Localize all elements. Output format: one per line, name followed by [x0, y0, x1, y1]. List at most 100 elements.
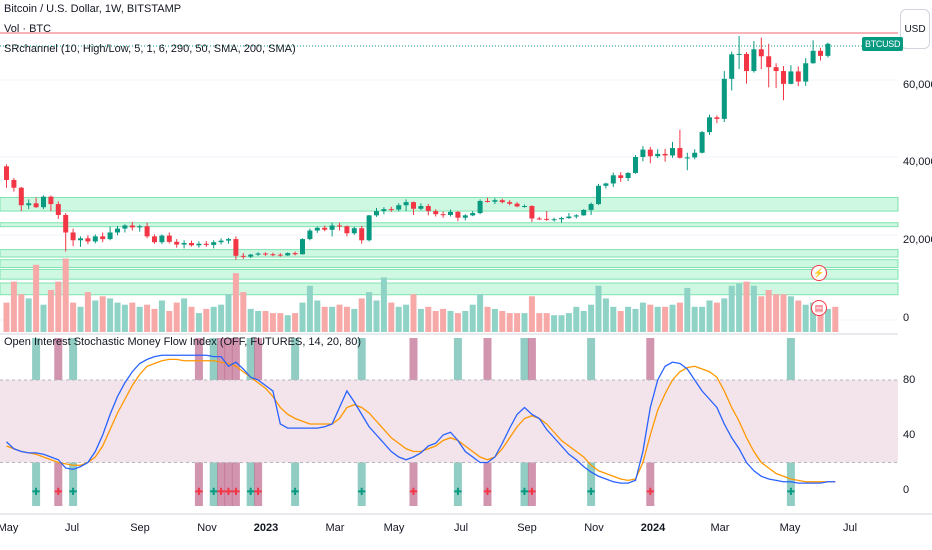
- candle-body: [63, 214, 69, 233]
- volume-bar: [676, 302, 683, 332]
- volume-bar: [565, 313, 572, 332]
- volume-bar: [3, 302, 10, 332]
- candle-body: [766, 56, 772, 68]
- volume-bar: [417, 308, 424, 332]
- flag-icon[interactable]: ▤: [811, 300, 827, 316]
- volume-bar: [721, 298, 728, 332]
- volume-bar: [403, 304, 410, 332]
- volume-bar: [70, 302, 77, 332]
- candle-body: [455, 211, 461, 218]
- volume-bar: [188, 306, 195, 332]
- candle-body: [744, 53, 749, 72]
- signal-marker: ✚: [358, 487, 366, 498]
- time-tick: 2023: [253, 522, 279, 534]
- signal-marker: ✚: [291, 487, 299, 498]
- oscillator-legend[interactable]: Open Interest Stochastic Money Flow Inde…: [4, 336, 362, 348]
- volume-bar: [795, 300, 802, 332]
- volume-bar: [543, 313, 550, 332]
- volume-bar: [773, 294, 780, 332]
- candle-body: [440, 214, 446, 216]
- time-tick: Sep: [130, 522, 150, 534]
- volume-bar: [684, 287, 691, 332]
- candle-body: [152, 236, 157, 243]
- volume-bar: [210, 306, 217, 332]
- volume-bar: [447, 311, 454, 332]
- candle-body: [115, 228, 120, 233]
- volume-bar: [440, 308, 447, 332]
- candle-body: [795, 71, 801, 82]
- candle-body: [189, 242, 194, 246]
- currency-button[interactable]: USD: [900, 9, 930, 49]
- candle-body: [581, 209, 587, 216]
- volume-bar: [743, 281, 750, 332]
- volume-bar: [373, 300, 380, 332]
- candle-body: [70, 232, 76, 241]
- volume-bar: [802, 304, 809, 332]
- volume-bar: [255, 311, 262, 332]
- volume-bar: [321, 306, 328, 332]
- volume-bar: [824, 308, 831, 332]
- volume-bar: [484, 306, 491, 332]
- signal-marker: ✚: [32, 487, 40, 498]
- volume-bar: [728, 285, 735, 332]
- volume-bar: [136, 306, 143, 332]
- volume-legend[interactable]: Vol · BTC: [4, 23, 52, 35]
- candle-body: [692, 152, 698, 158]
- oscillator-tick: 80: [903, 374, 916, 386]
- volume-bar: [706, 300, 713, 332]
- volume-bar: [262, 311, 269, 332]
- lightning-icon[interactable]: ⚡: [811, 265, 827, 281]
- candle-body: [551, 219, 557, 221]
- sr-channel-zones: [0, 196, 899, 296]
- price-tick: 40,000: [903, 156, 932, 168]
- candle-body: [684, 157, 690, 159]
- candle-body: [507, 202, 513, 204]
- candle-body: [544, 218, 550, 220]
- stoch-k-line: [6, 354, 836, 484]
- candle-body: [618, 175, 624, 179]
- volume-bar: [580, 311, 587, 332]
- volume-bar: [750, 285, 757, 332]
- volume-bar: [817, 304, 824, 332]
- signal-marker: ✚: [587, 487, 595, 498]
- candle-body: [240, 255, 246, 257]
- sr-zone: [0, 249, 899, 258]
- candle-body: [729, 54, 735, 79]
- time-tick: 2024: [640, 522, 666, 534]
- volume-bar: [358, 298, 365, 332]
- volume-bar: [25, 298, 32, 332]
- volume-bar: [558, 315, 565, 332]
- volume-bar: [669, 304, 676, 332]
- candle-body: [26, 203, 32, 206]
- candlesticks[interactable]: [4, 36, 831, 260]
- candle-body: [218, 240, 224, 243]
- candle-body: [485, 200, 490, 202]
- candle-body: [529, 206, 535, 219]
- volume-bar: [573, 306, 580, 332]
- volume-bar: [425, 306, 432, 332]
- symbol-title[interactable]: Bitcoin / U.S. Dollar, 1W, BITSTAMP: [4, 3, 182, 15]
- volume-bar: [625, 306, 632, 332]
- volume-bar: [602, 298, 609, 332]
- volume-bar: [758, 296, 765, 332]
- volume-bar: [691, 306, 698, 332]
- signal-marker: ✚: [520, 487, 528, 498]
- candle-body: [596, 185, 601, 205]
- candle-body: [233, 239, 239, 256]
- candle-body: [810, 50, 816, 64]
- time-tick: Mar: [325, 522, 345, 534]
- signal-marker: ✚: [454, 487, 462, 498]
- time-tick: May: [0, 522, 19, 534]
- volume-bar: [40, 304, 47, 332]
- sr-zone: [0, 282, 899, 296]
- candle-body: [448, 211, 453, 215]
- candle-body: [566, 216, 572, 219]
- candle-body: [159, 235, 165, 243]
- srchannel-legend[interactable]: SRchannel (10, High/Low, 5, 1, 6, 290, 5…: [4, 43, 296, 55]
- candle-body: [351, 228, 357, 234]
- sr-zone: [0, 259, 899, 268]
- candle-body: [588, 204, 594, 210]
- volume-bar: [832, 306, 839, 332]
- volume-bar: [588, 304, 595, 332]
